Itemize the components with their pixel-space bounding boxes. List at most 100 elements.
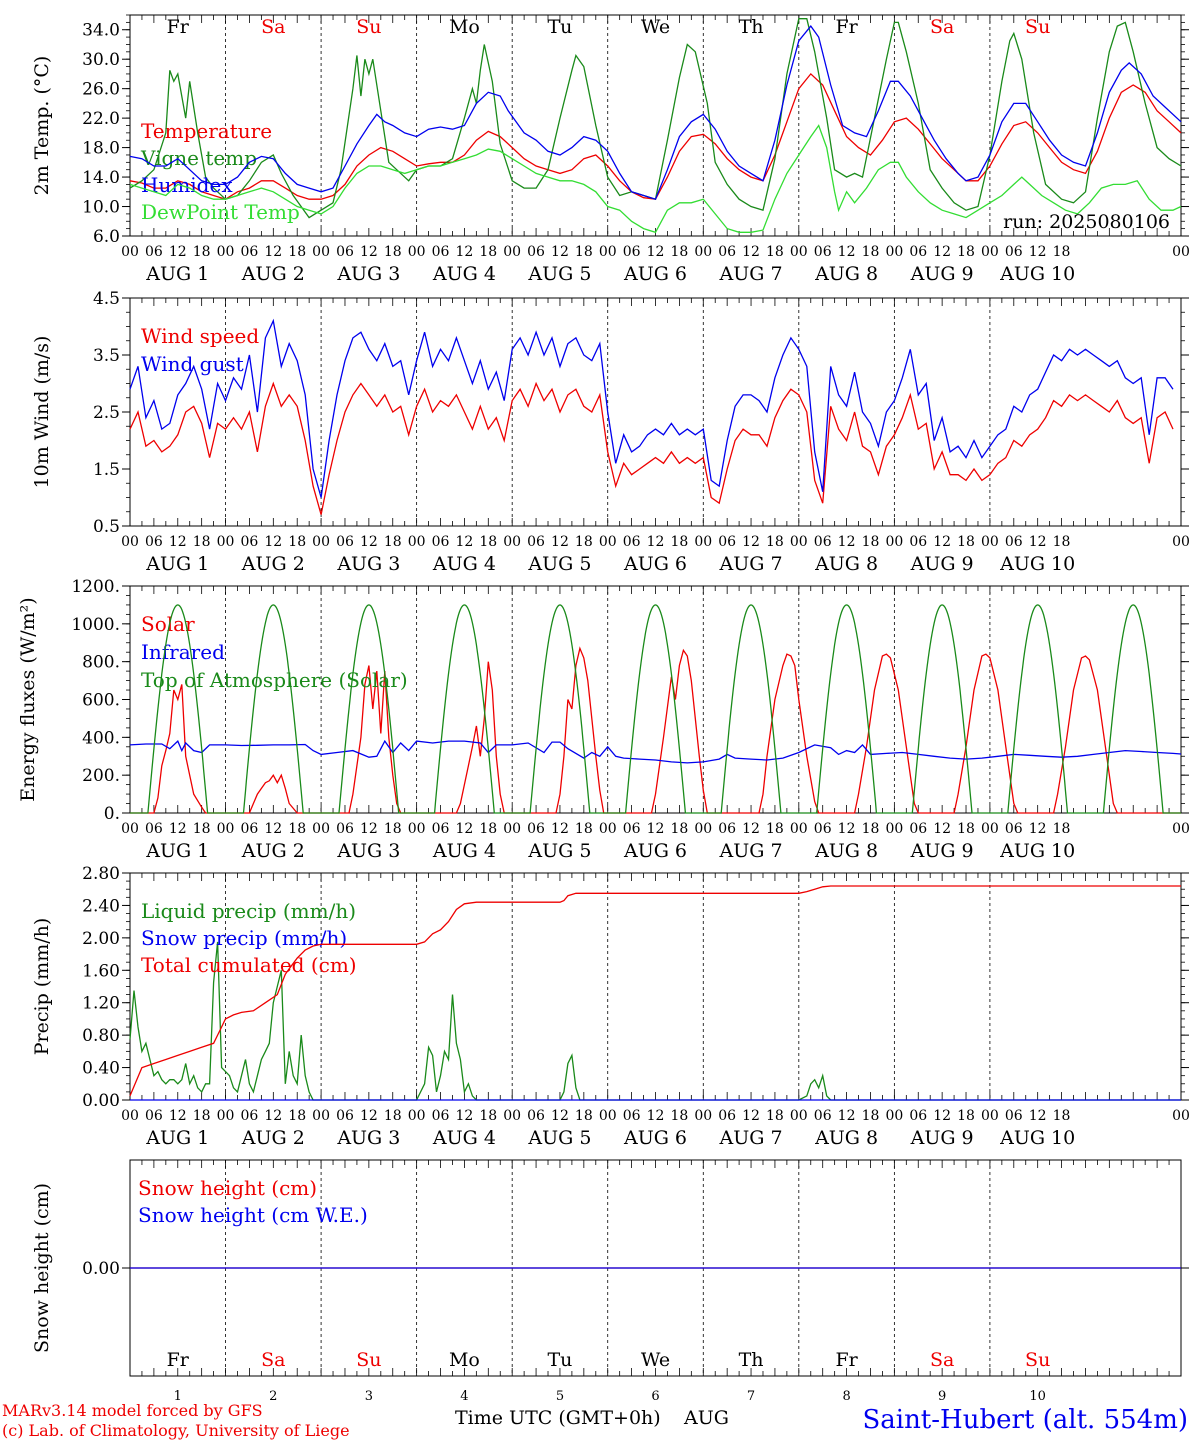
series-line-vigne-temp xyxy=(129,18,1182,219)
hour-label: 06 xyxy=(527,534,545,550)
hour-label: 00 xyxy=(694,821,712,837)
hour-label: 06 xyxy=(336,244,354,260)
hour-label: 12 xyxy=(264,244,282,260)
hour-label: 00 xyxy=(408,534,426,550)
hour-label: 00 xyxy=(121,534,139,550)
hour-label: 18 xyxy=(957,1108,975,1124)
hour-label: 12 xyxy=(1029,534,1047,550)
y-tick-label: 34.0 xyxy=(82,21,120,41)
hour-label: 12 xyxy=(647,534,665,550)
panel-3: 0. 200. 400. 600. 800. 1000. 1200. 00 06 12 18 AUG … xyxy=(17,577,1190,862)
date-label: AUG 8 xyxy=(814,553,878,575)
hour-label: 06 xyxy=(145,244,163,260)
hour-label: 06 xyxy=(336,1108,354,1124)
hour-label: 00 xyxy=(885,534,903,550)
y-tick-label: 6.0 xyxy=(93,227,120,247)
hour-label: 00 xyxy=(981,534,999,550)
hour-label: 06 xyxy=(814,244,832,260)
y-tick-label: 200. xyxy=(82,766,120,786)
hour-label: 18 xyxy=(957,244,975,260)
hour-label: 06 xyxy=(718,821,736,837)
hour-label: 18 xyxy=(670,1108,688,1124)
hour-label: 18 xyxy=(193,534,211,550)
day-number-label: 3 xyxy=(365,1389,373,1404)
hour-label: 00 xyxy=(503,534,521,550)
hour-label: 00 xyxy=(599,534,617,550)
hour-label: 00 xyxy=(408,1108,426,1124)
date-label: AUG 5 xyxy=(527,263,591,285)
hour-label: 12 xyxy=(169,244,187,260)
hour-label: 12 xyxy=(933,821,951,837)
y-axis-label: Snow height (cm) xyxy=(31,1183,53,1353)
panel-frame xyxy=(129,585,1182,814)
legend-entry: Snow height (cm W.E.) xyxy=(138,1203,368,1227)
hour-label: 18 xyxy=(670,534,688,550)
hour-label: 00 xyxy=(790,244,808,260)
date-label: AUG 3 xyxy=(336,553,400,575)
hour-label: 12 xyxy=(551,821,569,837)
hour-label: 18 xyxy=(862,244,880,260)
hour-label: 00 xyxy=(790,1108,808,1124)
day-name-label: Sa xyxy=(930,1349,954,1371)
hour-label: 18 xyxy=(288,821,306,837)
hour-label: 00 xyxy=(408,821,426,837)
date-label: AUG 5 xyxy=(527,840,591,862)
hour-label: 18 xyxy=(766,1108,784,1124)
y-axis-label: 2m Temp. (°C) xyxy=(31,56,53,196)
hour-label: 06 xyxy=(623,244,641,260)
hour-label: 18 xyxy=(766,534,784,550)
hour-label: 06 xyxy=(241,821,259,837)
hour-label: 00 xyxy=(599,244,617,260)
date-label: AUG 7 xyxy=(719,553,783,575)
y-tick-label: 10.0 xyxy=(82,198,120,218)
date-label: AUG 6 xyxy=(623,553,687,575)
hour-label: 06 xyxy=(432,821,450,837)
day-number-label: 8 xyxy=(842,1389,850,1404)
date-label: AUG 9 xyxy=(910,840,974,862)
y-tick-label: 2.40 xyxy=(82,896,120,916)
day-number-label: 6 xyxy=(651,1389,659,1404)
y-tick-label: 30.0 xyxy=(82,50,120,70)
hour-label: 00 xyxy=(408,244,426,260)
hour-label: 18 xyxy=(479,1108,497,1124)
hour-label: 06 xyxy=(623,1108,641,1124)
y-tick-label: 2.00 xyxy=(82,929,120,949)
y-axis-label: 10m Wind (m/s) xyxy=(31,336,53,489)
hour-label: 18 xyxy=(862,821,880,837)
hour-label: 12 xyxy=(360,821,378,837)
day-name-label: Su xyxy=(356,1349,381,1371)
series-line-top-of-atmosphere-solar- xyxy=(130,604,1181,814)
hour-label: 12 xyxy=(455,534,473,550)
date-label: AUG 3 xyxy=(336,263,400,285)
date-label: AUG 2 xyxy=(241,1127,305,1149)
hour-label: 00 xyxy=(694,1108,712,1124)
date-label: AUG 7 xyxy=(719,263,783,285)
hour-label: 06 xyxy=(909,534,927,550)
hour-label: 00 xyxy=(981,244,999,260)
hour-label: 12 xyxy=(647,821,665,837)
hour-label: 12 xyxy=(838,821,856,837)
hour-label: 12 xyxy=(838,244,856,260)
date-label: AUG 4 xyxy=(432,263,496,285)
hour-label: 00 xyxy=(1172,1108,1190,1124)
hour-label: 18 xyxy=(575,534,593,550)
legend-entry: Temperature xyxy=(141,119,272,143)
hour-label: 12 xyxy=(264,1108,282,1124)
date-label: AUG 4 xyxy=(432,1127,496,1149)
hour-label: 06 xyxy=(527,244,545,260)
hour-label: 18 xyxy=(193,244,211,260)
hour-label: 18 xyxy=(862,534,880,550)
date-label: AUG 9 xyxy=(910,553,974,575)
hour-label: 06 xyxy=(909,244,927,260)
hour-label: 12 xyxy=(1029,244,1047,260)
hour-label: 18 xyxy=(575,1108,593,1124)
hour-label: 06 xyxy=(623,821,641,837)
legend-entry: DewPoint Temp xyxy=(141,200,300,224)
date-label: AUG 4 xyxy=(432,840,496,862)
panel-4: 0.00 0.40 0.80 1.20 1.60 2.00 2.40 2.80 00 06 12 18… xyxy=(31,864,1190,1149)
hour-label: 06 xyxy=(432,1108,450,1124)
hour-label: 00 xyxy=(981,821,999,837)
hour-label: 18 xyxy=(384,534,402,550)
panel-2: 0.5 1.5 2.5 3.5 4.5 00 06 12 18 AUG 1 00 06 12 18 AUG … xyxy=(31,289,1190,575)
day-name-label: Sa xyxy=(261,1349,285,1371)
